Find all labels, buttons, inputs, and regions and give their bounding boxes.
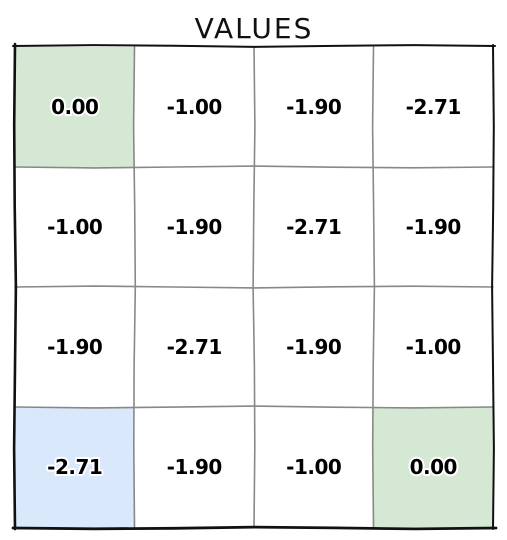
grid-border-right [491,44,495,530]
grid-cell-r2-c3 [373,287,493,407]
gridline-horizontal-3 [14,405,494,409]
cell-value-r0-c3: -2.71 [406,95,461,119]
cell-value-r2-c3: -1.00 [406,335,461,359]
cell-value-r0-c2: -1.90 [286,95,341,119]
grid-cell-r1-c3 [373,167,493,287]
gridline-horizontal-1 [14,165,494,169]
grid-cell-r2-c0 [15,287,135,407]
cell-value-r3-c0: -2.71 [47,455,102,479]
labels-layer: 0.00 -1.00 -1.90 -2.71 -1.00 -1.90 -2.71 -1.90 -… [45,93,463,481]
grid-border-top [12,44,496,48]
cell-value-r3-c3: 0.00 [410,455,457,479]
grid-cell-r0-c1 [134,47,254,167]
grid-border-left [12,42,18,531]
grid-cell-r1-c0 [15,167,135,287]
gridlines-layer [11,42,498,531]
cells-layer [15,47,493,527]
grid-title: VALUES [195,12,314,45]
cell-value-r0-c1: -1.00 [167,95,222,119]
cell-value-r1-c2: -2.71 [286,215,341,239]
cell-value-r0-c0: 0.00 [51,95,98,119]
gridline-vertical-2 [252,46,256,528]
grid-cell-r3-c1 [134,407,254,527]
cell-value-r2-c1: -2.71 [167,335,222,359]
grid-cell-r0-c0 [15,47,135,167]
cell-value-r1-c1: -1.90 [167,215,222,239]
cell-value-r3-c2: -1.00 [286,455,341,479]
grid-cell-r2-c1 [134,287,254,407]
gridline-horizontal-2 [14,285,494,289]
grid-border-bottom [11,525,498,531]
grid-cell-r1-c2 [254,167,374,287]
grid-cell-r0-c3 [373,47,493,167]
cell-value-r1-c3: -1.90 [406,215,461,239]
grid-cell-r3-c3 [373,407,493,527]
cell-value-r2-c2: -1.90 [286,335,341,359]
grid-cell-r2-c2 [254,287,374,407]
grid-cell-r0-c2 [254,47,374,167]
cell-value-r3-c1: -1.90 [167,455,222,479]
cell-value-r2-c0: -1.90 [47,335,102,359]
grid-cell-r3-c2 [254,407,374,527]
grid-cell-r1-c1 [134,167,254,287]
cell-value-r1-c0: -1.00 [47,215,102,239]
grid-cell-r3-c0 [15,407,135,527]
